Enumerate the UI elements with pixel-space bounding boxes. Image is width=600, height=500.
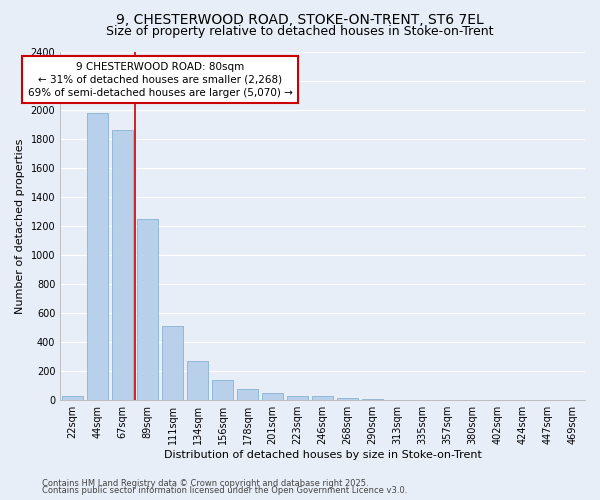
Text: 9, CHESTERWOOD ROAD, STOKE-ON-TRENT, ST6 7EL: 9, CHESTERWOOD ROAD, STOKE-ON-TRENT, ST6… (116, 12, 484, 26)
Bar (162, 326, 183, 400)
Bar (212, 380, 233, 400)
Bar (337, 398, 358, 400)
Bar (237, 388, 258, 400)
Bar (62, 396, 83, 400)
Bar (137, 218, 158, 400)
Text: 9 CHESTERWOOD ROAD: 80sqm
← 31% of detached houses are smaller (2,268)
69% of se: 9 CHESTERWOOD ROAD: 80sqm ← 31% of detac… (28, 62, 293, 98)
Bar (87, 114, 108, 400)
Bar (287, 396, 308, 400)
Text: Contains HM Land Registry data © Crown copyright and database right 2025.: Contains HM Land Registry data © Crown c… (42, 478, 368, 488)
Text: Size of property relative to detached houses in Stoke-on-Trent: Size of property relative to detached ho… (106, 25, 494, 38)
Bar (112, 130, 133, 400)
Y-axis label: Number of detached properties: Number of detached properties (15, 138, 25, 314)
Bar (312, 396, 333, 400)
Bar (187, 361, 208, 400)
Bar (262, 393, 283, 400)
X-axis label: Distribution of detached houses by size in Stoke-on-Trent: Distribution of detached houses by size … (164, 450, 482, 460)
Text: Contains public sector information licensed under the Open Government Licence v3: Contains public sector information licen… (42, 486, 407, 495)
